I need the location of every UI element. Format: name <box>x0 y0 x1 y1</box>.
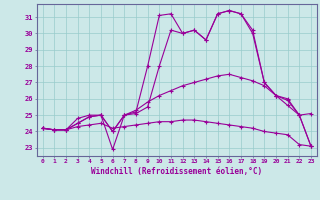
X-axis label: Windchill (Refroidissement éolien,°C): Windchill (Refroidissement éolien,°C) <box>91 167 262 176</box>
